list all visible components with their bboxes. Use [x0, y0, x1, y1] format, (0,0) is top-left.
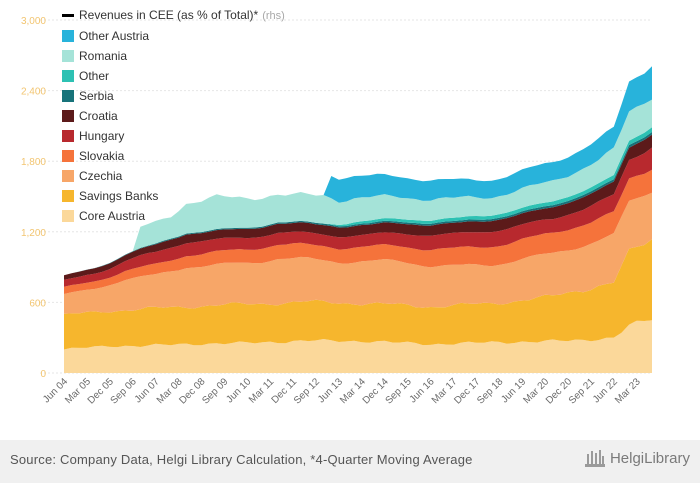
legend-item-label[interactable]: Savings Banks	[79, 189, 158, 203]
area-other-austria[interactable]	[64, 66, 652, 276]
footer-band	[0, 440, 700, 483]
area-core-austria[interactable]	[64, 320, 652, 373]
y-tick-label: 0	[40, 369, 46, 380]
y-tick-label: 1,200	[21, 228, 46, 239]
area-series-group	[64, 66, 652, 373]
legend-item-label[interactable]: Czechia	[79, 169, 123, 183]
legend-item-label[interactable]: Romania	[79, 49, 127, 63]
legend-swatch	[62, 170, 74, 182]
area-savings-banks[interactable]	[64, 239, 652, 350]
x-tick-label: Sep 18	[475, 376, 505, 406]
x-tick-label: Sep 21	[567, 376, 597, 406]
library-columns-icon	[584, 450, 605, 467]
legend-swatch	[62, 130, 74, 142]
legend-item-label[interactable]: Other	[79, 69, 109, 83]
area-czechia[interactable]	[64, 192, 652, 314]
area-romania[interactable]	[64, 99, 652, 276]
y-tick-label: 3,000	[21, 16, 46, 27]
x-tick-label: Sep 15	[384, 376, 414, 406]
legend-item-label[interactable]: Serbia	[79, 89, 114, 103]
legend-item-label[interactable]: Hungary	[79, 129, 124, 143]
legend-item-label[interactable]: Slovakia	[79, 149, 125, 163]
legend-swatch	[62, 70, 74, 82]
y-tick-label: 2,400	[21, 87, 46, 98]
legend: Revenues in CEE (as % of Total)* (rhs) Oth…	[62, 8, 285, 223]
y-tick-label: 1,800	[21, 157, 46, 168]
source-note: Source: Company Data, Helgi Library Calc…	[10, 452, 473, 467]
legend-item-label[interactable]: Core Austria	[79, 209, 145, 223]
legend-swatch	[62, 90, 74, 102]
legend-swatch	[62, 50, 74, 62]
legend-axis-note: (rhs)	[262, 10, 285, 22]
x-tick-label: Sep 06	[109, 376, 139, 406]
helgi-library-logo[interactable]: HelgiLibrary	[584, 448, 690, 468]
legend-line-swatch	[62, 14, 74, 17]
legend-swatch	[62, 210, 74, 222]
legend-swatch	[62, 110, 74, 122]
x-tick-label: Sep 12	[292, 376, 322, 406]
legend-item-label[interactable]: Croatia	[79, 109, 118, 123]
logo-text: HelgiLibrary	[609, 449, 690, 467]
x-tick-label: Sep 09	[200, 376, 230, 406]
y-tick-label: 600	[29, 298, 46, 309]
legend-item-label[interactable]: Other Austria	[79, 29, 149, 43]
legend-swatch	[62, 150, 74, 162]
legend-swatch	[62, 30, 74, 42]
legend-line-label[interactable]: Revenues in CEE (as % of Total)*	[79, 8, 259, 22]
legend-swatch	[62, 190, 74, 202]
x-tick-label: Mar 23	[613, 376, 643, 406]
area-slovakia[interactable]	[64, 169, 652, 294]
